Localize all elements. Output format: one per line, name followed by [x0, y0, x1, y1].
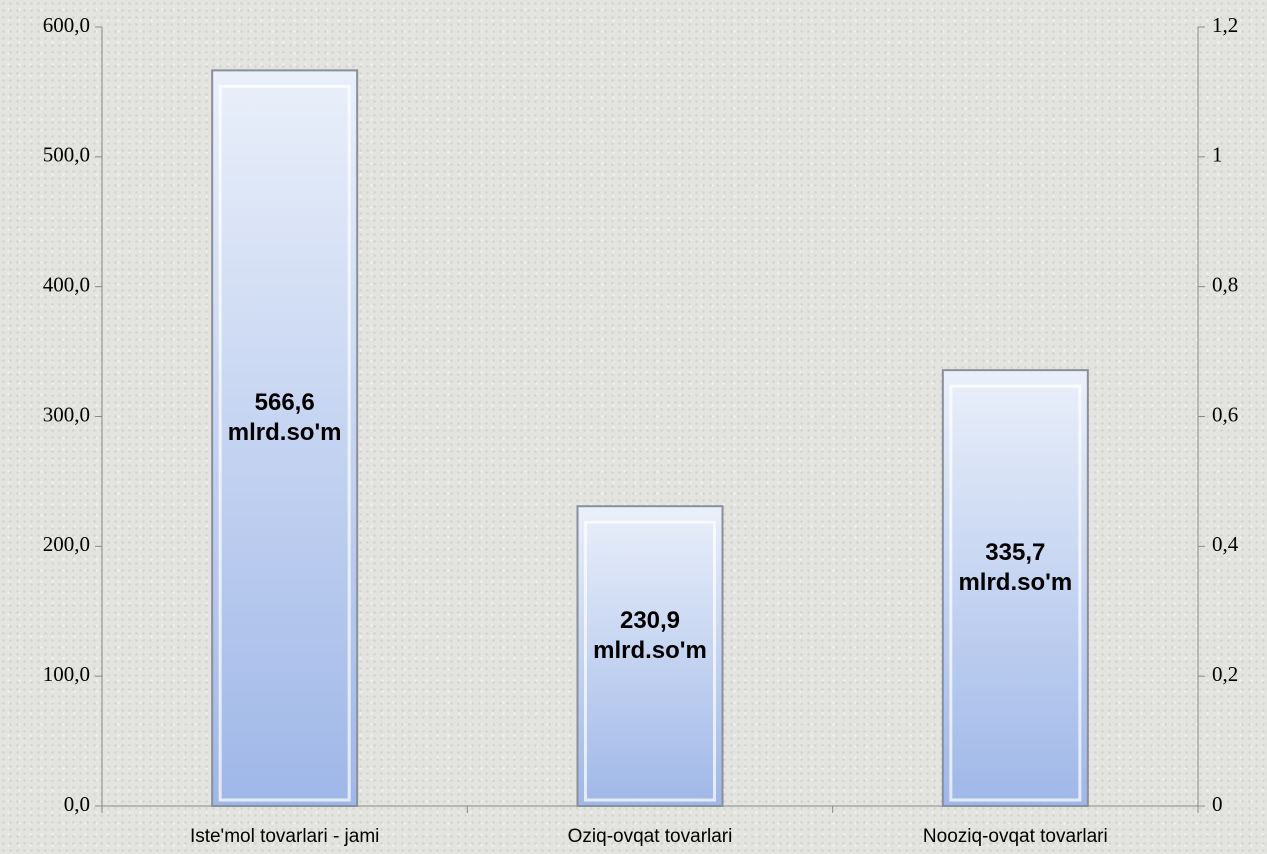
bar-bevel: [949, 384, 1082, 802]
y2-tick-label: 0,2: [1212, 662, 1238, 686]
y2-tick-label: 0: [1212, 792, 1223, 816]
y2-tick-label: 1: [1212, 143, 1223, 167]
data-label: 230,9 mlrd.so'm: [593, 607, 707, 665]
bar: [941, 369, 1089, 807]
y-tick-label: 0,0: [64, 792, 90, 816]
y2-tick-label: 0,4: [1212, 532, 1239, 556]
bar-bevel: [218, 84, 351, 802]
x-tick-label: Iste'mol tovarlari - jami: [190, 826, 379, 847]
x-tick-label: Oziq-ovqat tovarlari: [568, 826, 733, 847]
y2-tick-label: 0,8: [1212, 272, 1238, 296]
y-tick-label: 300,0: [43, 402, 90, 426]
y2-tick-label: 0,6: [1212, 402, 1238, 426]
data-label: 566,6 mlrd.so'm: [227, 389, 342, 447]
y2-tick-label: 1,2: [1212, 13, 1238, 37]
y-tick-label: 100,0: [43, 662, 90, 686]
bar: [576, 505, 724, 807]
y-tick-label: 200,0: [43, 532, 90, 556]
x-tick-label: Nooziq-ovqat tovarlari: [923, 826, 1108, 847]
y-tick-label: 400,0: [43, 272, 90, 296]
bar: [211, 69, 359, 808]
bar-bevel: [584, 520, 716, 802]
data-label: 335,7 mlrd.so'm: [958, 539, 1073, 597]
y-tick-label: 600,0: [43, 13, 90, 37]
y-tick-label: 500,0: [43, 143, 90, 167]
